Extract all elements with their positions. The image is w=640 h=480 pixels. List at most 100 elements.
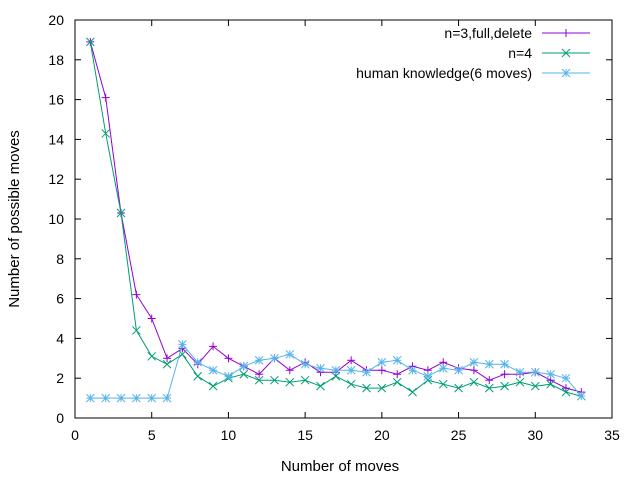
series-2-point — [193, 371, 203, 381]
series-2-line — [89, 41, 582, 397]
series-3-point — [576, 391, 586, 401]
series-3-point — [270, 353, 279, 363]
series-2-point — [208, 381, 218, 391]
series-3-point — [300, 359, 310, 369]
series-1-point — [377, 366, 386, 375]
series-2-point — [438, 379, 448, 389]
series-2-point — [530, 381, 540, 391]
series-2-point — [239, 369, 249, 379]
legend-marker-2 — [561, 48, 571, 58]
series-3-point — [208, 365, 218, 375]
x-tick-label: 20 — [374, 427, 390, 443]
series-1-point — [561, 384, 570, 393]
series-2-point — [484, 383, 494, 393]
series-2-point — [132, 326, 141, 335]
series-3-point — [331, 365, 341, 375]
x-tick-label: 5 — [148, 427, 156, 443]
series-3-point — [515, 367, 525, 377]
y-tick-label: 12 — [48, 171, 64, 187]
series-layer — [85, 37, 586, 403]
series-3-point — [101, 393, 111, 403]
y-axis-title: Number of possible moves — [6, 130, 23, 308]
series-1-point — [101, 93, 110, 102]
series-2-point — [162, 359, 172, 369]
x-tick-label: 30 — [527, 427, 543, 443]
x-tick-label: 25 — [451, 427, 467, 443]
series-1-point — [224, 354, 233, 363]
series-2-point — [392, 377, 402, 387]
series-2-point — [147, 351, 157, 361]
series-2-point — [515, 377, 525, 387]
series-3-point — [408, 365, 417, 375]
y-tick-label: 14 — [48, 131, 64, 147]
y-tick-label: 8 — [56, 251, 64, 267]
y-tick-label: 20 — [48, 12, 64, 28]
x-tick-label: 0 — [71, 427, 79, 443]
ticks-layer: 0 5 10 15 20 25 30 35 0 2 4 6 8 10 12 14 16 18 20 — [48, 12, 620, 443]
series-2-point — [546, 379, 555, 389]
series-2-point — [316, 381, 325, 391]
series-2-point — [561, 387, 571, 397]
series-3-point — [438, 363, 448, 373]
series-3-point — [346, 365, 356, 375]
series-1-point — [469, 366, 478, 375]
series-3-point — [500, 359, 509, 369]
x-axis-title: Number of moves — [281, 458, 399, 475]
series-3-point — [316, 363, 325, 373]
series-3-point — [423, 371, 433, 381]
series-3-point — [85, 393, 95, 403]
series-2-point — [362, 383, 371, 393]
legend-marker-3 — [561, 68, 571, 78]
series-1-point — [132, 290, 141, 299]
series-2-point — [101, 129, 111, 138]
series-2-point — [285, 377, 295, 387]
series-1-point — [500, 370, 509, 379]
series-2-point — [454, 383, 463, 393]
series-1-point — [285, 366, 294, 375]
y-tick-label: 16 — [48, 92, 64, 108]
series-2-point — [116, 208, 126, 218]
series-3-point — [561, 373, 571, 383]
legend-label-3: human knowledge(6 moves) — [356, 65, 532, 81]
x-tick-label: 35 — [604, 427, 620, 443]
series-1-point — [147, 314, 156, 323]
series-3-point — [484, 359, 494, 369]
series-3-point — [239, 361, 249, 371]
series-1-point — [209, 342, 218, 351]
series-3-point — [254, 355, 264, 365]
series-1-point — [485, 376, 494, 385]
legend: n=3,full,delete n=4 human knowledge(6 move… — [356, 25, 590, 81]
series-2-point — [377, 383, 387, 393]
series-3-point — [546, 369, 555, 379]
series-1-point — [347, 356, 356, 365]
y-tick-label: 18 — [48, 52, 64, 68]
x-tick-label: 15 — [297, 427, 313, 443]
series-3-point — [285, 349, 295, 359]
series-3-point — [162, 393, 172, 403]
series-2-point — [469, 377, 479, 387]
series-2-point — [346, 379, 356, 389]
series-3-point — [377, 357, 387, 367]
series-3-point — [530, 367, 540, 377]
series-1-point — [393, 370, 402, 379]
series-2-point — [500, 381, 509, 391]
series-1-point — [163, 354, 172, 363]
legend-label-2: n=4 — [508, 45, 532, 61]
y-tick-label: 4 — [56, 330, 64, 346]
y-tick-label: 0 — [56, 410, 64, 426]
series-2-point — [408, 387, 417, 397]
series-2-point — [270, 375, 279, 385]
series-3-point — [392, 355, 402, 365]
y-tick-label: 2 — [56, 370, 64, 386]
series-3-point — [178, 340, 187, 349]
series-3-point — [362, 367, 371, 377]
series-2-point — [254, 375, 264, 385]
series-3-point — [147, 393, 157, 403]
series-2-point — [300, 375, 310, 385]
series-3-point — [469, 357, 479, 367]
series-1-point — [255, 370, 264, 379]
series-3-point — [454, 365, 463, 375]
series-3-point — [132, 393, 141, 403]
